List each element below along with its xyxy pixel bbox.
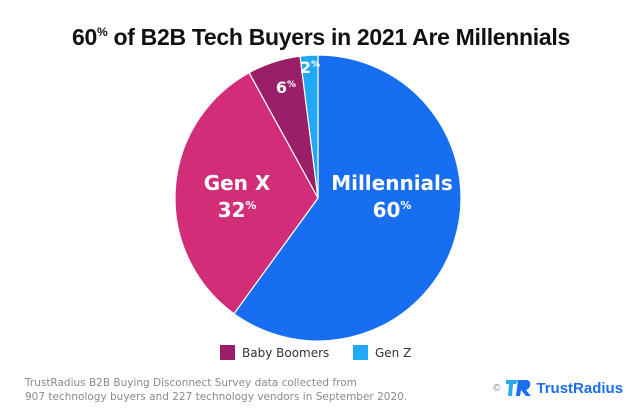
pie-slice-millennials (233, 54, 462, 342)
footnote: TrustRadius B2B Buying Disconnect Survey… (25, 376, 407, 404)
legend-item-gen-z: Gen Z (353, 345, 411, 360)
slice-value-gen-x: 32% (218, 198, 257, 222)
pie-slice-gen-z (299, 54, 319, 199)
legend-item-baby-boomers: Baby Boomers (220, 345, 329, 360)
title-percent: % (97, 25, 108, 39)
footnote-line-2: 907 technology buyers and 227 technology… (25, 391, 408, 403)
slice-name-gen-x: Gen X (204, 171, 271, 195)
slice-value-baby-boomers: 6% (276, 78, 296, 97)
chart-title: 60% of B2B Tech Buyers in 2021 Are Mille… (0, 24, 642, 51)
legend-label: Baby Boomers (242, 345, 330, 360)
slice-name-millennials: Millennials (331, 171, 453, 195)
pie-slice-gen-x (174, 71, 319, 315)
brand-logo: © TrustRadius (493, 378, 623, 398)
brand-name: TrustRadius (536, 379, 624, 397)
legend-label: Gen Z (375, 345, 412, 360)
trustradius-logo-icon (506, 380, 532, 396)
title-number: 60 (72, 24, 97, 50)
slice-value-gen-z: 2% (300, 58, 320, 77)
title-text: of B2B Tech Buyers in 2021 Are Millennia… (107, 24, 570, 50)
legend-swatch-gen-z (353, 345, 368, 360)
legend-swatch-baby-boomers (220, 345, 235, 360)
footnote-line-1: TrustRadius B2B Buying Disconnect Survey… (25, 377, 357, 389)
slice-value-millennials: 60% (373, 198, 412, 222)
copyright-icon: © (493, 382, 501, 394)
